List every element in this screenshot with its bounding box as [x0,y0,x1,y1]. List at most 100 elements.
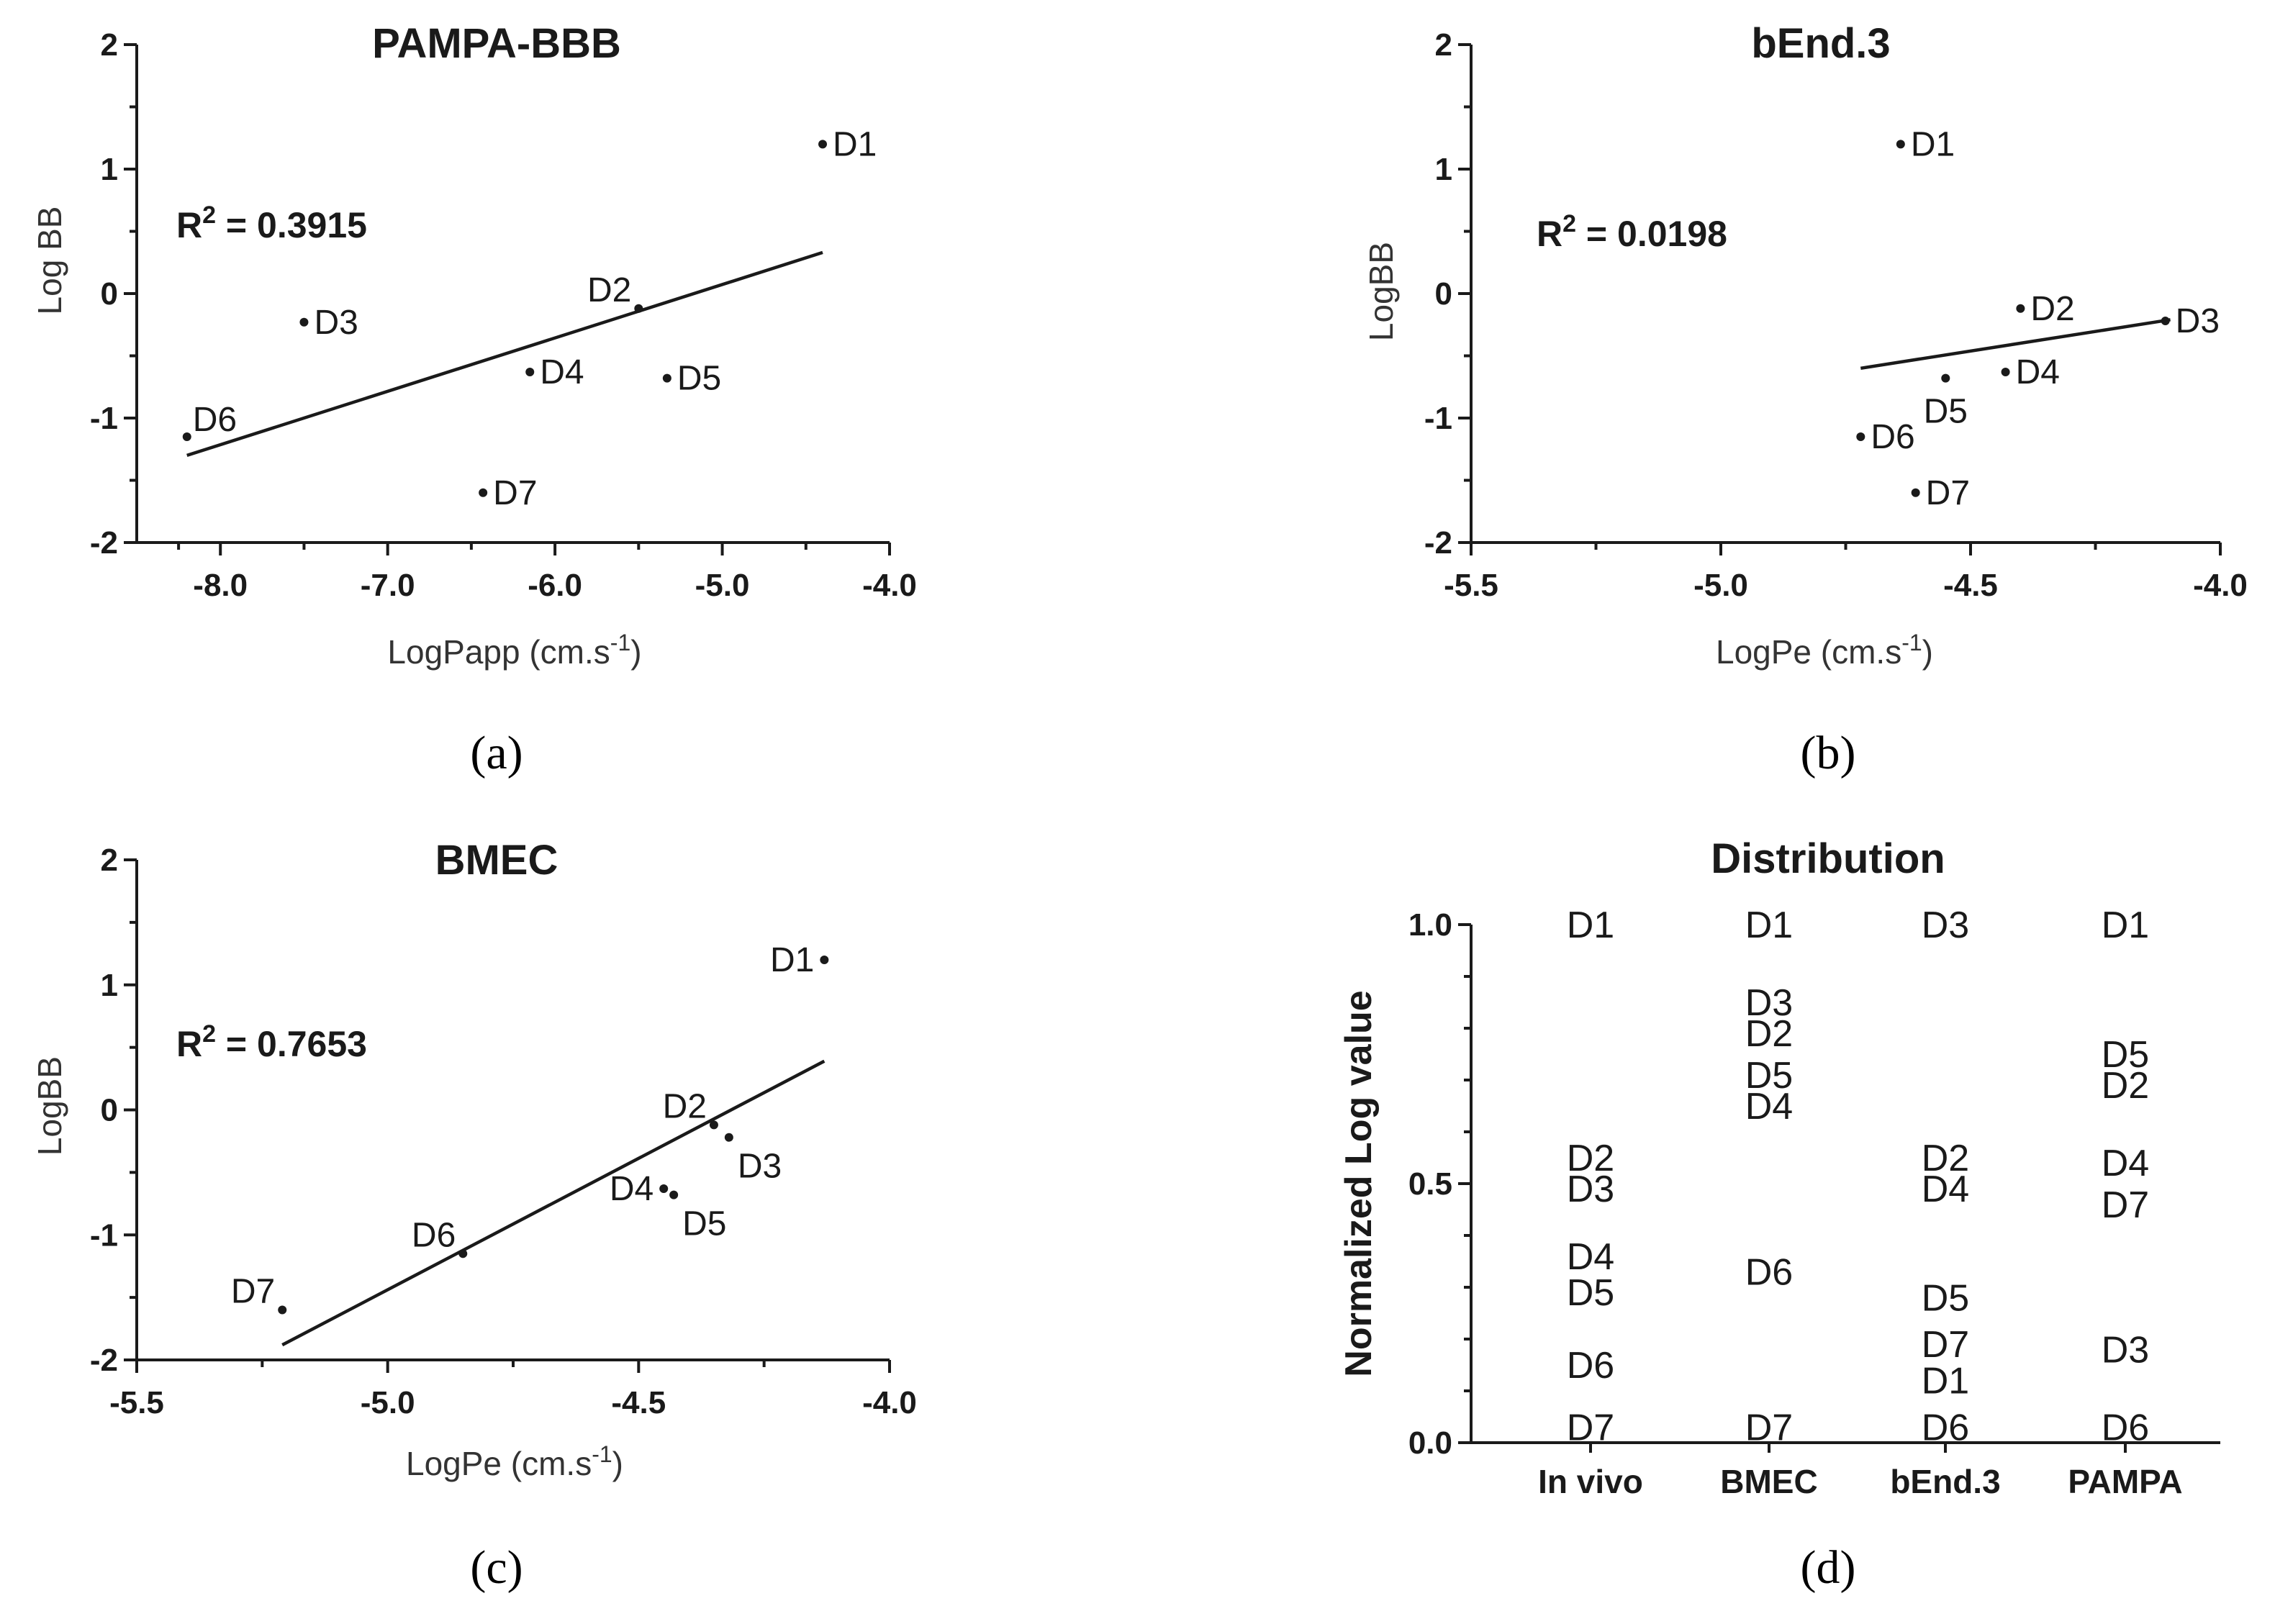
point-label-d7: D7 [493,474,537,512]
x-axis-label-end: ) [1922,633,1933,671]
data-point-d7 [479,488,488,497]
data-point-d5 [1941,373,1950,383]
y-tick-label: 0 [101,276,118,312]
point-label-d3: D3 [314,304,358,342]
panel-label: (d) [1801,1541,1856,1594]
data-point-d1 [1896,140,1905,149]
r-squared-r: R [1537,214,1562,254]
x-tick-label: -5.0 [361,1385,415,1420]
distribution-entry-d1: D1 [1745,904,1793,946]
y-tick-label: 2 [101,843,118,878]
x-tick-label: -7.0 [361,568,415,603]
distribution-entry-d3: D3 [2102,1329,2149,1371]
y-axis-label: LogBB [1362,242,1400,341]
r-squared-value: = 0.3915 [216,205,367,245]
data-point-d1 [818,140,828,149]
distribution-entry-d6: D6 [2102,1407,2149,1448]
x-tick-label: -5.0 [1693,568,1748,603]
chart-title: Distribution [1711,835,1945,882]
point-label-d6: D6 [412,1216,456,1254]
distribution-entry-d5: D5 [1745,1055,1793,1097]
data-point-d6 [1856,432,1865,441]
distribution-entry-d7: D7 [2102,1184,2149,1226]
data-point-d6 [182,432,191,441]
x-tick-label: -8.0 [193,568,248,603]
point-label-d6: D6 [1871,418,1914,456]
x-axis-label-superscript: -1 [1901,630,1922,656]
distribution-entry-d5: D5 [1567,1272,1614,1314]
distribution-entry-d4: D4 [2102,1143,2149,1184]
y-axis-label: Normalized Log value [1338,990,1380,1376]
x-axis-label: LogPapp (cm.s-1) [387,630,641,671]
r-squared-annotation: R2 = 0.3915 [176,201,367,245]
distribution-entry-d4: D4 [1922,1169,1969,1210]
point-label-d5: D5 [682,1205,726,1243]
data-point-d2 [709,1120,718,1130]
x-tick-label: -6.0 [528,568,582,603]
x-axis-label-text: LogPapp (cm.s [387,633,610,671]
x-axis-label-end: ) [612,1445,623,1482]
point-label-d2: D2 [663,1087,707,1125]
y-tick-label: 1 [1435,152,1452,187]
r-squared-superscript: 2 [1562,210,1576,237]
regression-line [281,1059,826,1347]
distribution-entry-d6: D6 [1567,1345,1614,1387]
panel-label: (b) [1801,727,1856,779]
x-axis-label: LogPe (cm.s-1) [1716,630,1933,671]
data-point-d3 [724,1133,733,1142]
r-squared-annotation: R2 = 0.7653 [176,1020,367,1064]
x-tick-label: -4.5 [611,1385,666,1420]
y-axis-label: Log BB [31,207,68,315]
data-point-d6 [458,1249,468,1258]
distribution-entry-d2: D2 [1567,1138,1614,1179]
regression-line [186,250,823,458]
chart-title: PAMPA-BBB [372,20,621,67]
x-tick-label: -5.0 [695,568,750,603]
point-label-d5: D5 [1924,393,1968,431]
y-tick-label: 2 [1435,27,1452,63]
y-tick-label: 1 [101,152,118,187]
category-label: BMEC [1720,1463,1817,1500]
category-label: In vivo [1538,1463,1643,1500]
distribution-entry-d3: D3 [1922,904,1969,946]
distribution-entry-d7: D7 [1567,1407,1614,1448]
y-tick-label: -1 [90,1217,118,1253]
y-tick-label: 1.0 [1408,907,1452,943]
r-squared-r: R [176,205,202,245]
data-point-d5 [669,1190,679,1199]
distribution-entry-d4: D4 [1567,1236,1614,1278]
distribution-entry-d2: D2 [1922,1138,1969,1179]
y-tick-label: 0 [1435,276,1452,312]
distribution-entry-d4: D4 [1745,1086,1793,1128]
point-label-d2: D2 [2030,290,2074,328]
distribution-entry-d5: D5 [1922,1277,1969,1319]
distribution-entry-d7: D7 [1922,1324,1969,1366]
distribution-entry-d1: D1 [2102,904,2149,946]
regression-line [1860,318,2171,371]
x-axis-label-text: LogPe (cm.s [406,1445,592,1482]
point-label-d1: D1 [770,941,814,979]
category-label: PAMPA [2068,1463,2182,1500]
scatter-panel-0: PAMPA-BBB -2 -1 0 1 2 -8.0 -7.0 -6.0 -5.0 -4.0 LogP… [31,20,917,779]
data-point-d3 [299,317,309,327]
point-label-d3: D3 [2176,302,2220,340]
point-label-d7: D7 [231,1273,275,1311]
r-squared-value: = 0.7653 [216,1024,367,1064]
distribution-entry-d1: D1 [1922,1361,1969,1402]
x-axis-label-superscript: -1 [610,630,630,656]
point-label-d4: D4 [2016,353,2060,391]
x-tick-label: -4.0 [862,568,917,603]
x-axis-label-text: LogPe (cm.s [1716,633,1901,671]
data-point-d3 [2161,317,2170,326]
point-label-d4: D4 [610,1170,653,1208]
distribution-entry-d6: D6 [1922,1407,1969,1448]
distribution-panel: Distribution 0.0 0.5 1.0 In vivo BMEC bEnd.3 PA… [1338,835,2220,1594]
data-point-d4 [525,367,535,376]
r-squared-superscript: 2 [202,201,216,229]
distribution-entry-d5: D5 [2102,1034,2149,1076]
point-label-d1: D1 [1911,125,1955,163]
x-tick-label: -5.5 [109,1385,164,1420]
panel-label: (a) [470,727,523,779]
distribution-entry-d1: D1 [1567,904,1614,946]
